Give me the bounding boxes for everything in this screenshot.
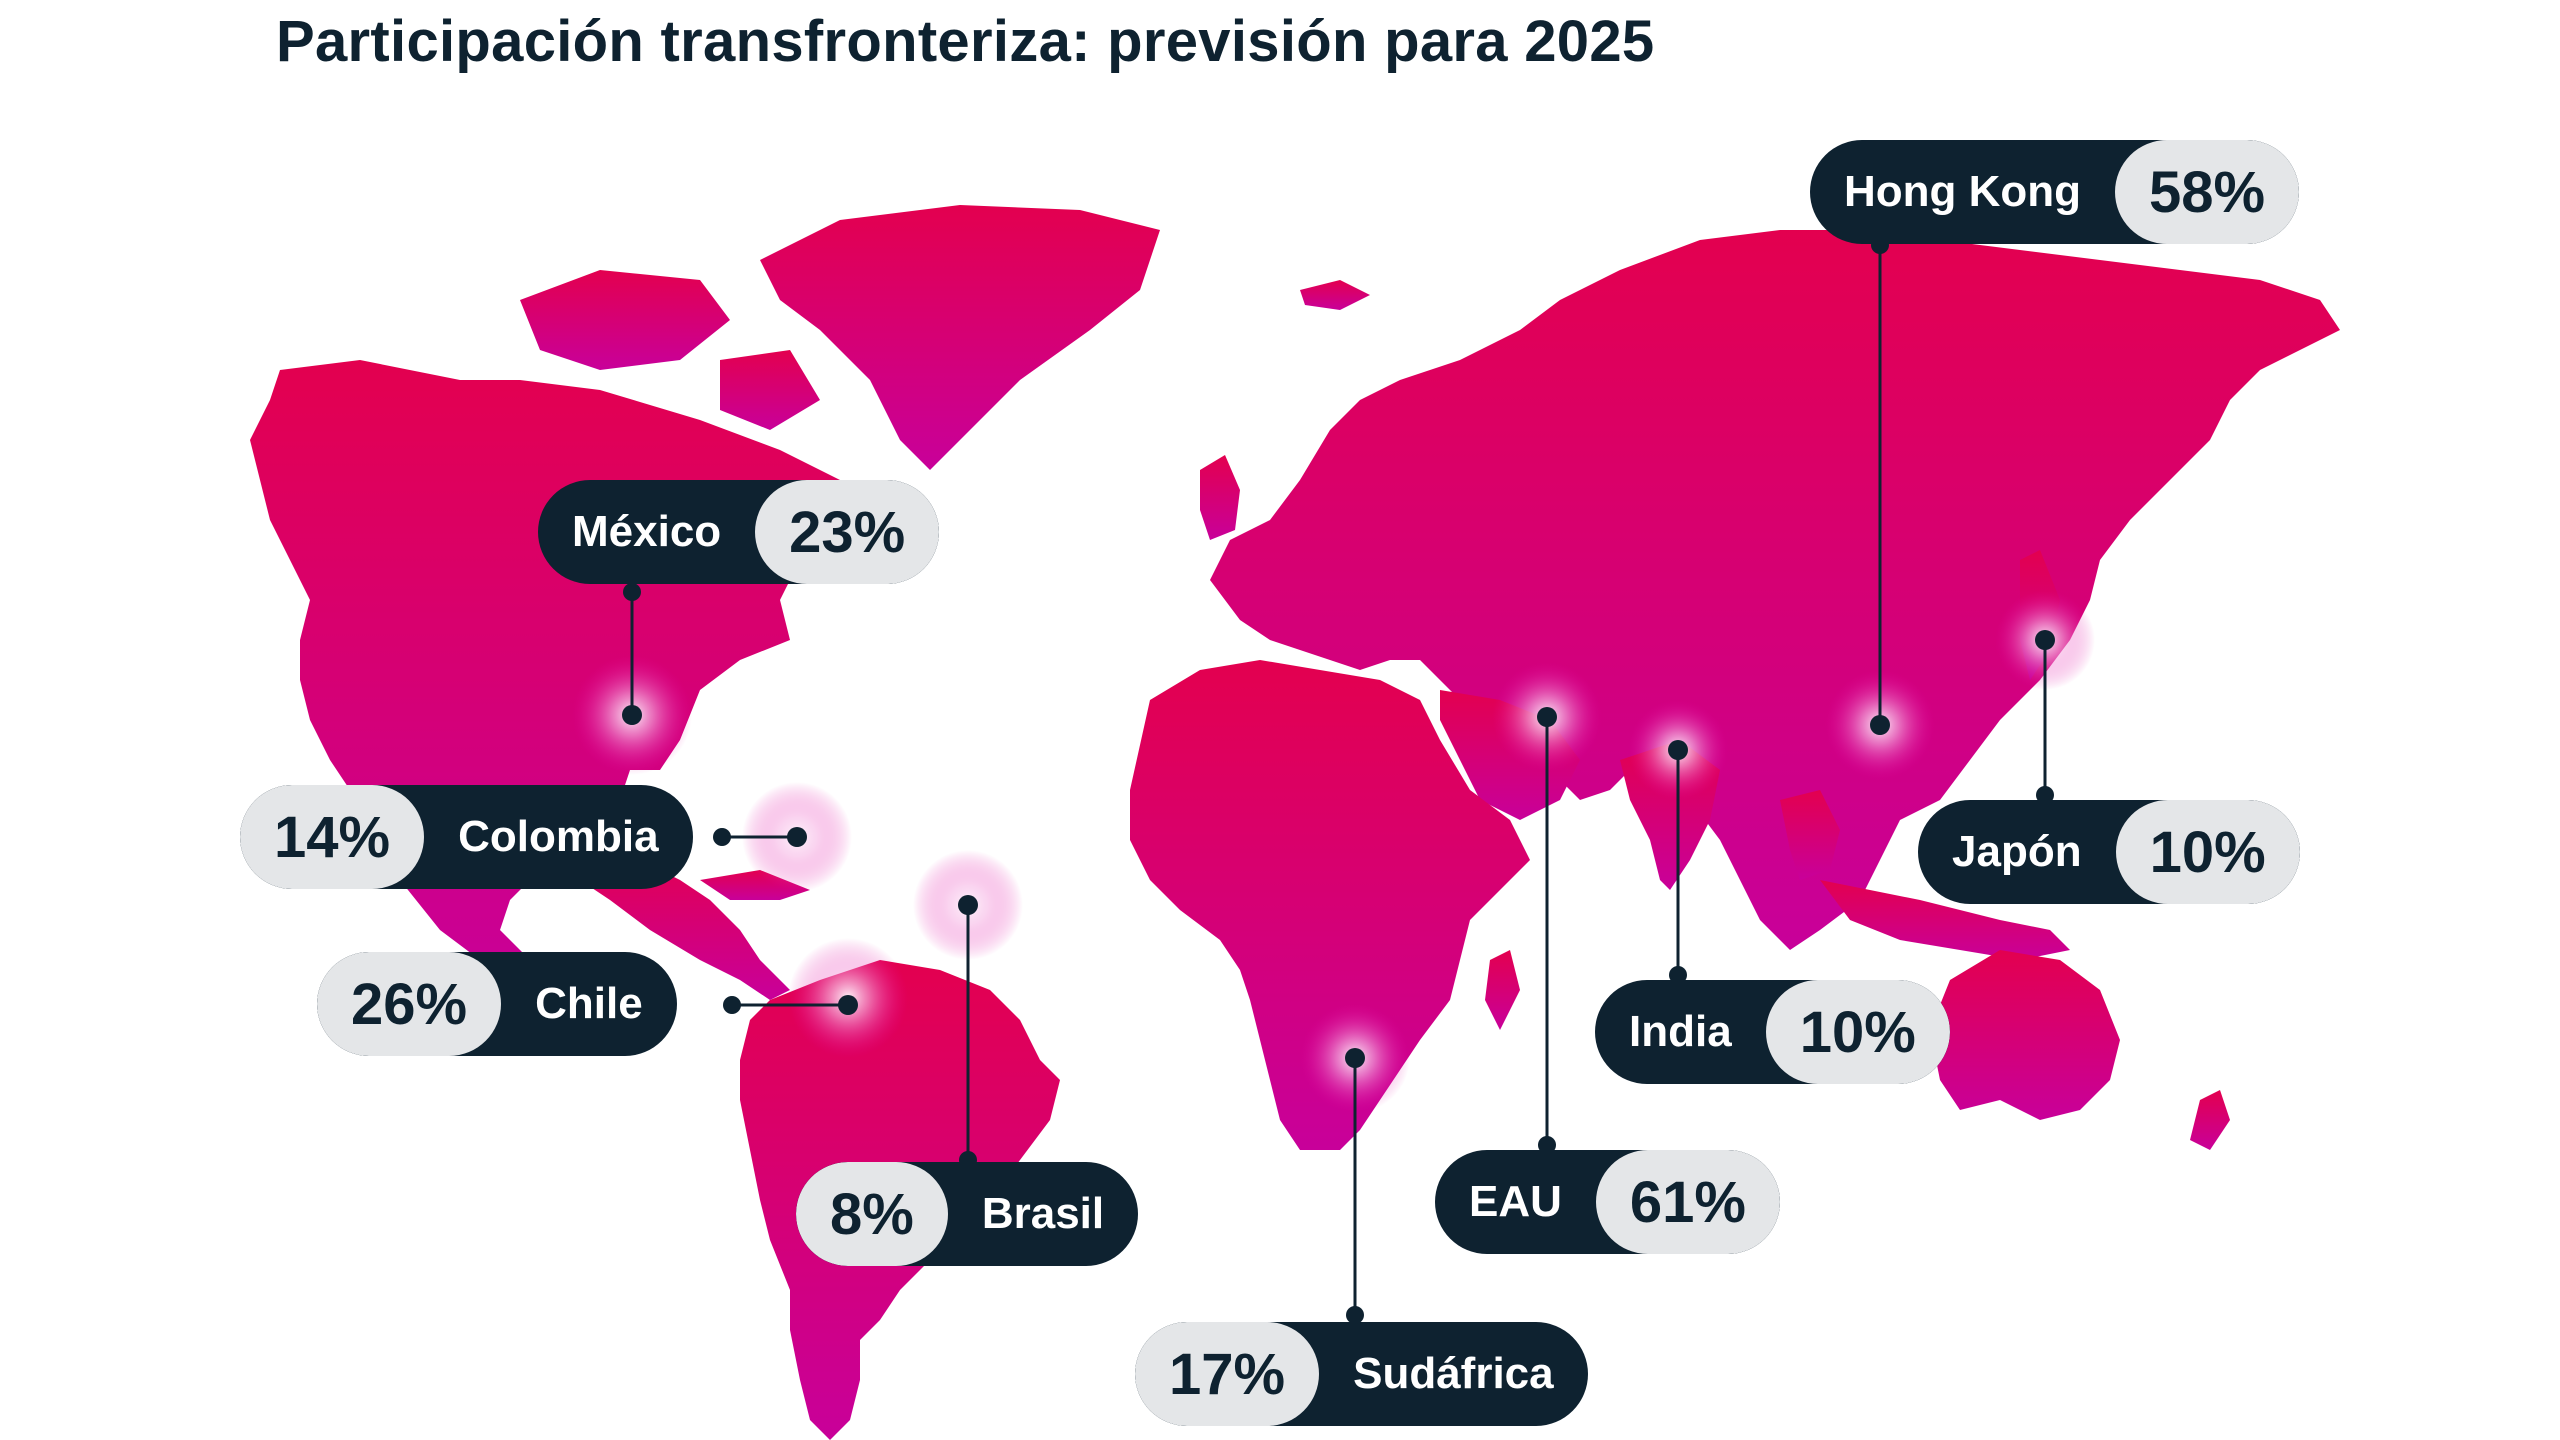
marker-dot-brasil: [958, 895, 978, 915]
label-percent: 23%: [755, 480, 940, 584]
marker-dot-india-end: [1669, 966, 1687, 984]
marker-dot-india: [1668, 740, 1688, 760]
label-percent: 10%: [2115, 800, 2300, 904]
arctic-islands-2-shape: [720, 350, 820, 430]
greenland-shape: [760, 205, 1160, 470]
label-japon: Japón 10%: [1918, 800, 2300, 904]
marker-dot-colombia: [787, 827, 807, 847]
marker-dot-chile-end: [723, 996, 741, 1014]
indonesia-shape: [1820, 880, 2070, 960]
marker-dot-mexico: [622, 705, 642, 725]
page-title: Participación transfronteriza: previsión…: [276, 9, 1655, 74]
label-percent: 17%: [1135, 1322, 1320, 1426]
marker-dot-eau-end: [1538, 1136, 1556, 1154]
eurasia-shape: [1210, 230, 2340, 950]
label-percent: 10%: [1765, 980, 1950, 1084]
uk-shape: [1200, 455, 1240, 540]
label-india: India 10%: [1595, 980, 1950, 1084]
label-country: India: [1629, 1007, 1732, 1056]
marker-dot-mexico-top: [623, 583, 641, 601]
new-zealand-shape: [2190, 1090, 2230, 1150]
label-country: Japón: [1952, 827, 2082, 876]
label-country: Chile: [535, 979, 643, 1028]
iceland-shape: [1300, 280, 1370, 310]
label-country: EAU: [1469, 1177, 1562, 1226]
marker-dot-japon-end: [2036, 786, 2054, 804]
marker-dot-japon: [2035, 630, 2055, 650]
label-country: Colombia: [458, 812, 659, 861]
label-percent: 26%: [317, 952, 502, 1056]
marker-dot-sudafrica-end: [1346, 1306, 1364, 1324]
label-country: Brasil: [981, 1189, 1105, 1238]
label-percent: 61%: [1595, 1150, 1780, 1254]
label-mexico: México 23%: [538, 480, 940, 584]
label-sudafrica: 17% Sudáfrica: [1135, 1322, 1588, 1426]
marker-dot-eau: [1537, 707, 1557, 727]
southeast-asia-shape: [1780, 790, 1840, 880]
africa-shape: [1130, 660, 1530, 1150]
marker-dot-sudafrica: [1345, 1048, 1365, 1068]
madagascar-shape: [1485, 950, 1520, 1030]
caribbean-shape: [700, 870, 810, 900]
arctic-islands-shape: [520, 270, 730, 370]
label-chile: 26% Chile: [317, 952, 677, 1056]
label-percent: 14%: [240, 785, 425, 889]
marker-dot-chile: [838, 995, 858, 1015]
australia-shape: [1930, 950, 2120, 1120]
label-brasil: 8% Brasil: [796, 1162, 1139, 1266]
label-colombia: 14% Colombia: [240, 785, 693, 889]
label-hongkong: Hong Kong 58%: [1810, 140, 2300, 244]
label-country: México: [572, 507, 722, 556]
marker-dot-hongkong: [1870, 715, 1890, 735]
north-america-shape: [250, 360, 850, 1000]
label-percent: 58%: [2115, 140, 2300, 244]
label-eau: EAU 61%: [1435, 1150, 1780, 1254]
label-country: Hong Kong: [1844, 167, 2082, 216]
marker-dot-colombia-end: [713, 828, 731, 846]
label-percent: 8%: [796, 1162, 948, 1266]
label-country: Sudáfrica: [1353, 1349, 1554, 1398]
